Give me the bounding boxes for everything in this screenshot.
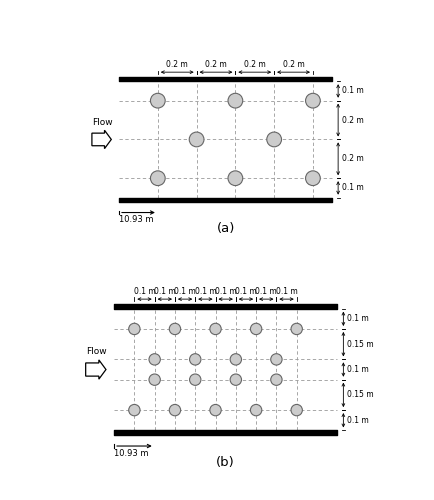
- Text: 0.1 m: 0.1 m: [276, 287, 297, 296]
- Circle shape: [230, 354, 241, 365]
- Text: 0.1 m: 0.1 m: [215, 287, 237, 296]
- Circle shape: [306, 94, 320, 108]
- Text: 0.2 m: 0.2 m: [166, 60, 188, 69]
- Text: 0.2 m: 0.2 m: [205, 60, 227, 69]
- Text: 0.1 m: 0.1 m: [347, 416, 369, 425]
- Circle shape: [129, 324, 140, 334]
- Circle shape: [210, 404, 221, 416]
- Circle shape: [151, 94, 165, 108]
- Circle shape: [151, 171, 165, 186]
- Text: 0.2 m: 0.2 m: [342, 154, 363, 164]
- Circle shape: [267, 132, 282, 147]
- Circle shape: [169, 404, 181, 416]
- Circle shape: [230, 374, 241, 386]
- FancyArrow shape: [92, 130, 111, 148]
- Text: 0.2 m: 0.2 m: [244, 60, 266, 69]
- FancyArrow shape: [85, 360, 106, 379]
- Text: 0.1 m: 0.1 m: [342, 184, 363, 192]
- Text: 0.1 m: 0.1 m: [347, 314, 369, 324]
- Text: 0.2 m: 0.2 m: [283, 60, 304, 69]
- Circle shape: [129, 404, 140, 416]
- Circle shape: [291, 324, 302, 334]
- Text: Flow: Flow: [92, 118, 112, 127]
- Text: 0.1 m: 0.1 m: [194, 287, 216, 296]
- Circle shape: [149, 354, 160, 365]
- Circle shape: [228, 94, 243, 108]
- Circle shape: [250, 324, 262, 334]
- Text: 0.15 m: 0.15 m: [347, 390, 374, 400]
- Text: 0.1 m: 0.1 m: [154, 287, 176, 296]
- Text: Flow: Flow: [85, 348, 106, 356]
- Circle shape: [291, 404, 302, 416]
- Circle shape: [149, 374, 160, 386]
- Text: 10.93 m: 10.93 m: [119, 216, 154, 224]
- Text: (a): (a): [217, 222, 235, 235]
- Circle shape: [306, 171, 320, 186]
- Circle shape: [250, 404, 262, 416]
- Circle shape: [271, 354, 282, 365]
- Circle shape: [190, 374, 201, 386]
- Text: 10.93 m: 10.93 m: [114, 449, 148, 458]
- Text: 0.2 m: 0.2 m: [342, 116, 363, 124]
- Text: 0.1 m: 0.1 m: [134, 287, 155, 296]
- Text: 0.1 m: 0.1 m: [342, 86, 363, 96]
- Circle shape: [210, 324, 221, 334]
- Circle shape: [190, 354, 201, 365]
- Text: 0.1 m: 0.1 m: [347, 365, 369, 374]
- Text: (b): (b): [216, 456, 235, 469]
- Circle shape: [189, 132, 204, 147]
- Circle shape: [271, 374, 282, 386]
- Text: 0.1 m: 0.1 m: [235, 287, 257, 296]
- Text: 0.15 m: 0.15 m: [347, 340, 374, 348]
- Text: 0.1 m: 0.1 m: [255, 287, 277, 296]
- Text: 0.1 m: 0.1 m: [174, 287, 196, 296]
- Circle shape: [169, 324, 181, 334]
- Circle shape: [228, 171, 243, 186]
